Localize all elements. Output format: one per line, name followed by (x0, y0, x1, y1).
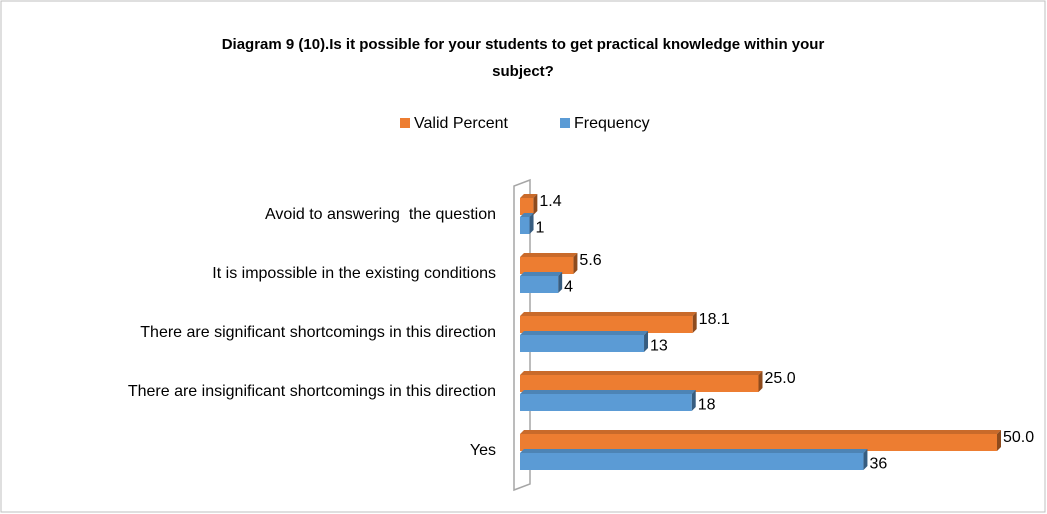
chart-title: Diagram 9 (10).Is it possible for your s… (222, 36, 825, 53)
bar-top (520, 331, 649, 335)
bar (520, 217, 530, 234)
bar-side (863, 449, 868, 470)
legend-swatch (560, 118, 570, 128)
bar (520, 335, 645, 352)
bar-side (558, 272, 563, 293)
value-label: 18.1 (699, 311, 730, 328)
bar-top (520, 194, 538, 198)
bar (520, 276, 559, 293)
bar-side (529, 213, 534, 234)
legend-label: Frequency (574, 115, 650, 132)
value-label: 25.0 (765, 370, 796, 387)
value-label: 18 (698, 397, 716, 414)
bar-top (520, 312, 697, 316)
category-label: There are insignificant shortcomings in … (128, 383, 496, 400)
bar (520, 316, 693, 333)
bar-top (520, 449, 868, 453)
bar-side (997, 430, 1001, 451)
bar (520, 257, 574, 274)
bar (520, 375, 759, 392)
bar (520, 394, 692, 411)
legend-label: Valid Percent (414, 115, 509, 132)
category-label: Avoid to answering the question (265, 206, 496, 223)
bar-side (644, 331, 649, 352)
bar-top (520, 390, 696, 394)
value-label: 13 (650, 338, 668, 355)
category-label: It is impossible in the existing conditi… (212, 265, 496, 282)
category-label: There are significant shortcomings in th… (140, 324, 496, 341)
value-label: 50.0 (1003, 429, 1034, 446)
chart-title: subject? (492, 63, 554, 80)
bar-top (520, 253, 578, 257)
value-label: 1.4 (539, 193, 561, 210)
category-label: Yes (470, 442, 496, 459)
value-label: 5.6 (579, 252, 601, 269)
bar (520, 453, 864, 470)
value-label: 4 (564, 279, 573, 296)
bar (520, 434, 997, 451)
bar-side (692, 312, 697, 333)
bar-top (520, 213, 534, 217)
value-label: 1 (536, 220, 545, 237)
bar (520, 198, 534, 215)
bar-top (520, 430, 1001, 434)
bar-top (520, 371, 763, 375)
bar-side (573, 253, 578, 274)
bar-side (691, 390, 696, 411)
value-label: 36 (869, 456, 887, 473)
bar-side (758, 371, 763, 392)
bar-top (520, 272, 563, 276)
bar-side (533, 194, 538, 215)
legend-swatch (400, 118, 410, 128)
